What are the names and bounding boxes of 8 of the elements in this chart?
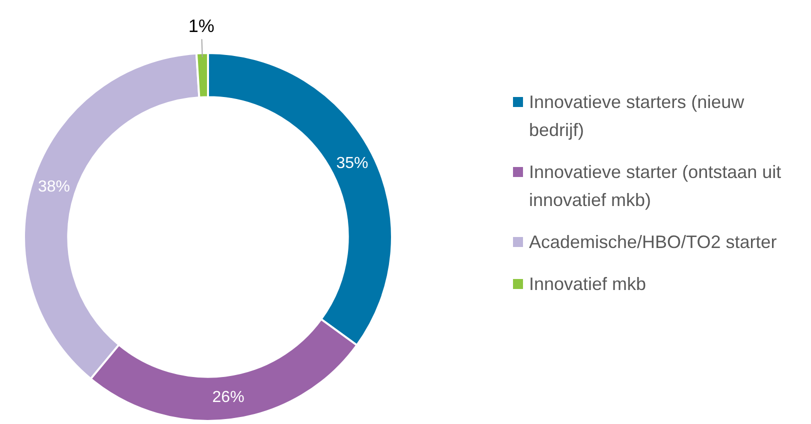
legend-label: Academische/HBO/TO2 starter xyxy=(529,231,777,254)
legend-label: Innovatieve starter (ontstaan uit innovatief mkb) xyxy=(529,161,782,212)
legend-label: Innovatieve starters (nieuw bedrijf) xyxy=(529,91,746,142)
legend-label: Innovatief mkb xyxy=(529,273,646,296)
data-label: 26% xyxy=(212,389,244,406)
data-label: 1% xyxy=(188,16,214,36)
data-label: 35% xyxy=(336,154,368,172)
data-label: 38% xyxy=(38,178,70,196)
